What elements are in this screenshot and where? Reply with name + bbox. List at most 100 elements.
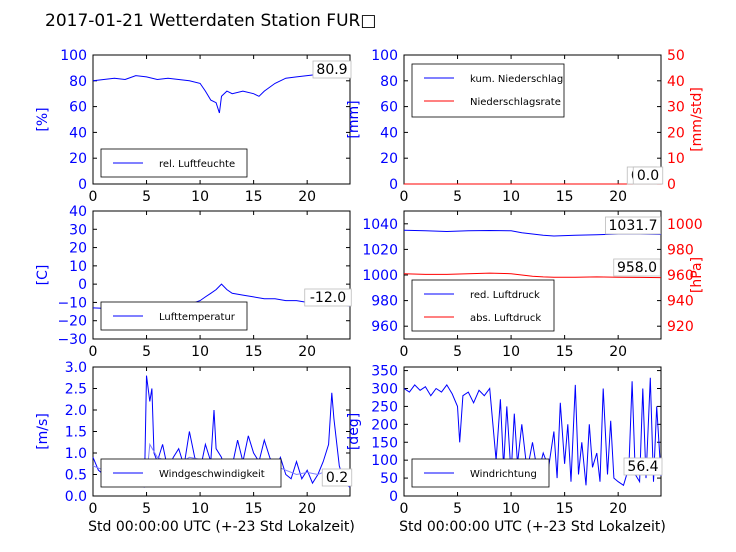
windspeed-y-tick-label: 1.5	[65, 425, 87, 441]
windspeed-y-tick-label: 0.5	[65, 468, 87, 484]
pressure-y2-tick-label: 1000	[667, 217, 703, 233]
precipitation-annotation-label: 0.0	[637, 168, 659, 184]
winddirection-y-tick-label: 250	[371, 399, 398, 415]
precipitation-y2-tick-label: 50	[667, 48, 685, 64]
pressure-x-tick-label: 0	[400, 344, 409, 360]
precipitation-x-tick-label: 20	[609, 189, 627, 205]
precipitation-y2-tick-label: 10	[667, 151, 685, 167]
winddirection-y-tick-label: 50	[380, 471, 398, 487]
humidity-x-tick-label: 0	[89, 189, 98, 205]
pressure-annotation-label: 958.0	[617, 260, 657, 276]
precipitation-y-axis-label: [mm]	[346, 100, 362, 138]
windspeed-y-tick-label: 1.0	[65, 446, 87, 462]
windspeed-x-tick-label: 10	[191, 501, 209, 517]
winddirection-x-tick-label: 10	[502, 501, 520, 517]
precipitation-annotation-box	[632, 166, 664, 185]
pressure-legend-box	[411, 279, 555, 332]
temperature-y-tick-label: 10	[69, 259, 87, 275]
temperature-y-tick-label: 40	[69, 204, 87, 220]
temperature-x-tick-label: 5	[142, 344, 151, 360]
winddirection-x-tick-label: 0	[400, 501, 409, 517]
pressure-y2-tick-label: 920	[667, 319, 694, 335]
figure-title: 2017-01-21 Wetterdaten Station FUR□	[45, 11, 376, 31]
temperature-x-tick-label: 0	[89, 344, 98, 360]
temperature-y-tick-label: 30	[69, 222, 87, 238]
windspeed-x-tick-label: 0	[89, 501, 98, 517]
humidity-y-tick-label: 80	[69, 74, 87, 90]
temperature-legend-entry: Lufttemperatur	[159, 312, 236, 323]
windspeed-y-tick-label: 3.0	[65, 360, 87, 376]
winddirection-x-axis-label: Std 00:00:00 UTC (+-23 Std Lokalzeit)	[399, 519, 666, 535]
winddirection-x-tick-label: 5	[453, 501, 462, 517]
humidity-series-line-0	[92, 72, 351, 114]
pressure-x-tick-label: 10	[502, 344, 520, 360]
precipitation-x-tick-label: 0	[400, 189, 409, 205]
temperature-x-tick-label: 15	[245, 344, 263, 360]
precipitation-y2-tick-label: 30	[667, 100, 685, 116]
humidity-y-tick-label: 20	[69, 151, 87, 167]
precipitation-y2-axis-label: [mm/std]	[689, 87, 705, 152]
humidity-x-tick-label: 20	[298, 189, 316, 205]
temperature-y-tick-label: −20	[57, 314, 87, 330]
winddirection-annotation-label: 56.4	[627, 459, 658, 475]
precipitation-y-tick-label: 40	[380, 125, 398, 141]
precipitation-x-tick-label: 10	[502, 189, 520, 205]
humidity-y-axis-label: [%]	[35, 107, 51, 131]
precipitation-x-tick-label: 5	[453, 189, 462, 205]
pressure-y2-tick-label: 980	[667, 242, 694, 258]
temperature-annotation-box	[304, 288, 352, 307]
windspeed-x-tick-label: 5	[142, 501, 151, 517]
humidity-x-tick-label: 10	[191, 189, 209, 205]
humidity-y-tick-label: 0	[78, 177, 87, 193]
precipitation-y2-tick-label: 40	[667, 74, 685, 90]
pressure-y-tick-label: 960	[371, 319, 398, 335]
winddirection-y-tick-label: 350	[371, 364, 398, 380]
pressure-y2-axis-label: [hPa]	[689, 257, 705, 293]
precipitation-legend-box	[411, 63, 565, 118]
winddirection-y-tick-label: 300	[371, 382, 398, 398]
precipitation-y2-tick-label: 20	[667, 125, 685, 141]
pressure-legend-entry: abs. Luftdruck	[470, 313, 541, 324]
temperature-y-tick-label: 0	[78, 277, 87, 293]
temperature-x-tick-label: 10	[191, 344, 209, 360]
humidity-y-tick-label: 40	[69, 125, 87, 141]
pressure-x-tick-label: 20	[609, 344, 627, 360]
windspeed-annotation-label: 0.2	[326, 470, 348, 486]
precipitation-y-tick-label: 0	[389, 177, 398, 193]
windspeed-legend-entry: Windgeschwindigkeit	[159, 469, 265, 480]
humidity-plot-frame	[92, 54, 351, 185]
winddirection-annotation-box	[623, 457, 663, 476]
precipitation-legend-entry: Niederschlagsrate	[470, 97, 561, 108]
temperature-y-tick-label: −10	[57, 295, 87, 311]
precipitation-y-tick-label: 60	[380, 100, 398, 116]
pressure-series-line-1	[403, 272, 662, 279]
temperature-x-tick-label: 20	[298, 344, 316, 360]
pressure-y-tick-label: 1000	[362, 268, 398, 284]
precipitation-legend-entry: kum. Niederschlag	[470, 74, 563, 85]
pressure-y2-tick-label: 940	[667, 294, 694, 310]
temperature-annotation-label: -12.0	[310, 290, 346, 306]
humidity-x-tick-label: 5	[142, 189, 151, 205]
winddirection-y-tick-label: 100	[371, 453, 398, 469]
pressure-legend-entry: red. Luftdruck	[470, 290, 540, 301]
humidity-legend-entry: rel. Luftfeuchte	[159, 159, 235, 170]
windspeed-y-tick-label: 0.0	[65, 489, 87, 505]
windspeed-x-tick-label: 15	[245, 501, 263, 517]
pressure-y-tick-label: 980	[371, 294, 398, 310]
windspeed-annotation-box	[321, 468, 353, 487]
winddirection-y-tick-label: 150	[371, 435, 398, 451]
windspeed-x-axis-label: Std 00:00:00 UTC (+-23 Std Lokalzeit)	[88, 519, 355, 535]
pressure-annotation-box	[605, 216, 661, 235]
winddirection-x-tick-label: 20	[609, 501, 627, 517]
temperature-y-tick-label: 20	[69, 241, 87, 257]
precipitation-y-tick-label: 100	[371, 48, 398, 64]
pressure-y2-tick-label: 960	[667, 268, 694, 284]
winddirection-plot-frame	[403, 366, 662, 497]
humidity-x-tick-label: 15	[245, 189, 263, 205]
humidity-y-tick-label: 60	[69, 100, 87, 116]
pressure-annotation-box	[613, 258, 661, 277]
humidity-annotation-label: 80.9	[316, 62, 347, 78]
windspeed-x-tick-label: 20	[298, 501, 316, 517]
humidity-y-tick-label: 100	[60, 48, 87, 64]
